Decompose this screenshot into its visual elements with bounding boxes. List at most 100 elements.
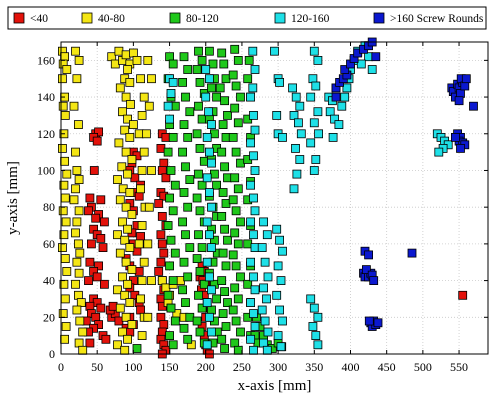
data-point (108, 301, 118, 311)
data-point (128, 48, 138, 58)
data-point (218, 188, 228, 197)
data-point (194, 169, 203, 179)
data-point (96, 303, 106, 313)
data-point (243, 279, 253, 289)
data-point (185, 243, 195, 253)
data-point (311, 81, 321, 91)
x-tick-label: 500 (414, 360, 432, 374)
grid (60, 42, 488, 355)
data-point (204, 147, 214, 157)
data-point (275, 305, 285, 315)
data-point (334, 120, 344, 129)
data-point (220, 224, 230, 234)
data-point (231, 147, 241, 157)
data-point (136, 305, 146, 315)
data-point (125, 188, 135, 197)
legend: <40 40-80 80-120 120-160 >160 Screw Rounds (7, 6, 487, 30)
data-point (201, 92, 211, 102)
data-point (125, 243, 135, 253)
data-point (204, 230, 214, 240)
data-point (207, 158, 216, 168)
data-point (250, 206, 260, 216)
data-point (228, 250, 238, 260)
data-point (185, 175, 195, 185)
legend-marker (274, 12, 286, 24)
plot-frame (60, 41, 489, 355)
data-point (60, 52, 69, 62)
data-point (60, 193, 70, 203)
data-point (170, 180, 180, 190)
data-point (137, 221, 147, 230)
data-point (121, 147, 131, 157)
data-point (309, 46, 319, 56)
data-point (179, 257, 189, 267)
data-point (215, 83, 225, 93)
data-point (134, 239, 144, 249)
y-axis-title: y-axis [mm] (5, 161, 21, 235)
data-point (257, 243, 267, 253)
data-point (58, 206, 68, 216)
data-point (249, 151, 258, 161)
x-tick-label: 100 (124, 360, 142, 374)
data-point (137, 276, 147, 286)
data-point (183, 132, 193, 142)
data-point (123, 169, 132, 179)
data-point (236, 92, 245, 102)
data-point (278, 246, 287, 256)
data-point (407, 248, 417, 258)
data-point (236, 272, 245, 282)
data-point (195, 206, 205, 216)
data-point (309, 166, 319, 175)
data-point (257, 305, 267, 315)
data-point (250, 65, 260, 74)
data-point (325, 107, 335, 117)
data-point (460, 81, 470, 91)
data-point (168, 340, 178, 350)
data-point (259, 283, 269, 293)
data-point (85, 301, 95, 311)
data-point (154, 199, 164, 208)
data-point (230, 103, 240, 113)
data-point (236, 217, 245, 227)
data-point (85, 257, 95, 267)
data-point (288, 83, 298, 93)
data-point (246, 334, 256, 344)
data-point (296, 129, 306, 139)
data-point (115, 248, 125, 258)
data-point (115, 303, 125, 313)
data-point (154, 266, 164, 276)
data-point (118, 217, 127, 227)
data-point (181, 230, 190, 240)
data-point (127, 155, 137, 164)
data-point (337, 101, 347, 111)
data-point (125, 327, 135, 337)
data-point (311, 331, 321, 341)
legend-label: 80-120 (186, 13, 219, 25)
data-point (76, 298, 86, 308)
data-point (197, 180, 207, 190)
data-point (98, 243, 108, 253)
x-tick-label: 550 (450, 360, 468, 374)
data-point (469, 101, 478, 111)
data-point (178, 78, 188, 87)
x-tick-label: 150 (161, 360, 179, 374)
data-point (120, 125, 130, 135)
data-point (248, 83, 258, 93)
data-point (121, 92, 131, 102)
data-point (228, 195, 238, 205)
x-tick-label: 400 (341, 360, 359, 374)
data-point (91, 312, 101, 322)
data-point (220, 287, 230, 297)
data-point (78, 327, 88, 337)
data-point (212, 180, 222, 190)
data-point (168, 59, 178, 69)
data-points (58, 37, 478, 359)
data-point (126, 100, 135, 109)
data-point (156, 294, 166, 304)
data-point (291, 143, 300, 153)
data-point (101, 334, 111, 344)
data-point (278, 132, 287, 142)
data-point (74, 290, 83, 300)
data-point (223, 298, 232, 308)
data-point (456, 143, 465, 153)
